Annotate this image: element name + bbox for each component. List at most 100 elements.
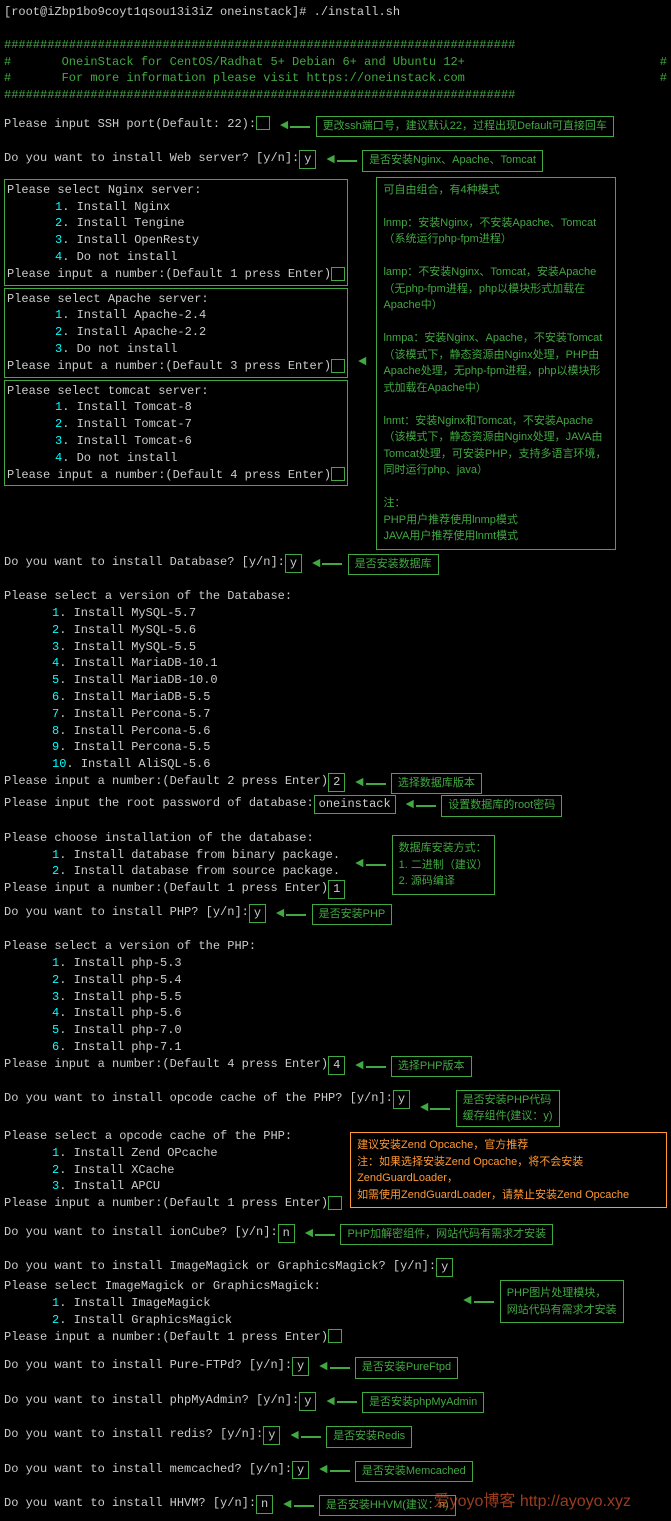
arrow-icon — [326, 151, 334, 171]
imagemagick-prompt: Do you want to install ImageMagick or Gr… — [4, 1258, 436, 1275]
list-item: Install GraphicsMagick — [74, 1313, 232, 1327]
database-version-title: Please select a version of the Database: — [4, 588, 667, 605]
opcode-input-box[interactable] — [328, 1196, 342, 1210]
list-item: Install php-7.1 — [74, 1040, 182, 1054]
memcached-prompt: Do you want to install memcached? [y/n]: — [4, 1461, 292, 1478]
db-pwd-input[interactable]: oneinstack — [314, 795, 396, 814]
pureftpd-input[interactable]: y — [292, 1357, 309, 1376]
ssh-annotation: 更改ssh端口号，建议默认22，过程出现Default可直接回车 — [316, 116, 614, 137]
php-version-title: Please select a version of the PHP: — [4, 938, 667, 955]
php-annotation: 是否安装PHP — [312, 904, 393, 925]
phpmyadmin-prompt: Do you want to install phpMyAdmin? [y/n]… — [4, 1392, 299, 1409]
nginx-input[interactable] — [331, 267, 345, 281]
list-item: Install Tomcat-8 — [77, 400, 192, 414]
arrow-icon — [283, 1496, 291, 1516]
arrow-icon — [420, 1099, 428, 1119]
nginx-title: Please select Nginx server: — [7, 182, 345, 199]
header-border-bottom: ########################################… — [4, 87, 667, 104]
list-item: Install OpenResty — [77, 233, 199, 247]
arrow-icon — [319, 1461, 327, 1481]
php-num-prompt: Please input a number:(Default 4 press E… — [4, 1056, 328, 1073]
list-item: Install Tomcat-7 — [77, 417, 192, 431]
ssh-input[interactable] — [256, 116, 270, 130]
db-choose-prompt: Please input a number:(Default 1 press E… — [4, 880, 328, 897]
list-item: Install Apache-2.2 — [77, 325, 207, 339]
db-pwd-annotation: 设置数据库的root密码 — [441, 795, 562, 816]
arrow-icon — [319, 1358, 327, 1378]
database-input[interactable]: y — [285, 554, 302, 573]
list-item: Install database from source package. — [74, 864, 340, 878]
nginx-section: Please select Nginx server: 1. Install N… — [4, 179, 348, 286]
ioncube-input[interactable]: n — [278, 1224, 295, 1243]
redis-annotation: 是否安装Redis — [326, 1426, 412, 1447]
list-item: Do not install — [77, 342, 178, 356]
php-input[interactable]: y — [249, 904, 266, 923]
db-num-input[interactable]: 2 — [328, 773, 345, 792]
phpmyadmin-input[interactable]: y — [299, 1392, 316, 1411]
list-item: Install MySQL-5.7 — [74, 606, 196, 620]
tomcat-input-prompt: Please input a number:(Default 4 press E… — [7, 468, 331, 482]
list-item: Install MySQL-5.6 — [74, 623, 196, 637]
arrow-icon — [463, 1292, 471, 1312]
opcode-input[interactable]: y — [393, 1090, 410, 1109]
ioncube-prompt: Do you want to install ionCube? [y/n]: — [4, 1224, 278, 1241]
arrow-icon — [358, 353, 366, 373]
list-item: Install database from binary package. — [74, 848, 340, 862]
list-item: Install Apache-2.4 — [77, 308, 207, 322]
list-item: Install Tengine — [77, 216, 185, 230]
hhvm-annotation: 是否安装HHVM(建议：n) — [319, 1495, 456, 1516]
arrow-icon — [326, 1393, 334, 1413]
arrow-icon — [276, 905, 284, 925]
ioncube-annotation: PHP加解密组件，网站代码有需求才安装 — [340, 1224, 553, 1245]
arrow-icon — [305, 1225, 313, 1245]
arrow-icon — [355, 1057, 363, 1077]
db-choose-annotation: 数据库安装方式： 1. 二进制（建议） 2. 源码编译 — [392, 835, 495, 895]
shell-prompt: [root@iZbp1bo9coyt1qsou13i3iZ oneinstack… — [4, 4, 667, 21]
db-num-prompt: Please input a number:(Default 2 press E… — [4, 773, 328, 790]
hhvm-input[interactable]: n — [256, 1495, 273, 1514]
header-line-1: # OneinStack for CentOS/Radhat 5+ Debian… — [4, 54, 667, 71]
apache-input[interactable] — [331, 359, 345, 373]
list-item: Install Zend OPcache — [74, 1146, 218, 1160]
pureftpd-prompt: Do you want to install Pure-FTPd? [y/n]: — [4, 1357, 292, 1374]
memcached-input[interactable]: y — [292, 1461, 309, 1480]
list-item: Install MariaDB-10.0 — [74, 673, 218, 687]
tomcat-input[interactable] — [331, 467, 345, 481]
redis-input[interactable]: y — [263, 1426, 280, 1445]
webserver-prompt: Do you want to install Web server? [y/n]… — [4, 150, 299, 167]
list-item: Install php-5.5 — [74, 990, 182, 1004]
php-num-input[interactable]: 4 — [328, 1056, 345, 1075]
apache-section: Please select Apache server: 1. Install … — [4, 288, 348, 378]
list-item: Install php-5.3 — [74, 956, 182, 970]
header-line-2: # For more information please visit http… — [4, 70, 667, 87]
list-item: Install php-7.0 — [74, 1023, 182, 1037]
db-choose-input[interactable]: 1 — [328, 880, 345, 899]
apache-input-prompt: Please input a number:(Default 3 press E… — [7, 359, 331, 373]
list-item: Install Tomcat-6 — [77, 434, 192, 448]
arrow-icon — [280, 117, 288, 137]
list-item: Do not install — [77, 250, 178, 264]
db-num-annotation: 选择数据库版本 — [391, 773, 482, 794]
arrow-icon — [355, 855, 363, 875]
phpmyadmin-annotation: 是否安装phpMyAdmin — [362, 1392, 484, 1413]
tomcat-section: Please select tomcat server: 1. Install … — [4, 380, 348, 487]
arrow-icon — [406, 796, 414, 816]
opcode-annotation: 是否安装PHP代码缓存组件(建议：y) — [456, 1090, 560, 1127]
list-item: Install MariaDB-10.1 — [74, 656, 218, 670]
apache-title: Please select Apache server: — [7, 291, 345, 308]
list-item: Install Percona-5.6 — [74, 724, 211, 738]
database-annotation: 是否安装数据库 — [348, 554, 439, 575]
imagemagick-input[interactable]: y — [436, 1258, 453, 1277]
db-choose-title: Please choose installation of the databa… — [4, 830, 345, 847]
opcode-warning-annotation: 建议安装Zend Opcache，官方推荐 注：如果选择安装Zend Opcac… — [350, 1132, 667, 1208]
imagemagick-annotation: PHP图片处理模块， 网站代码有需求才安装 — [500, 1280, 624, 1323]
arrow-icon — [355, 774, 363, 794]
opcode-prompt: Do you want to install opcode cache of t… — [4, 1090, 393, 1107]
imagemagick-select-title: Please select ImageMagick or GraphicsMag… — [4, 1278, 453, 1295]
list-item: Install php-5.6 — [74, 1006, 182, 1020]
ssh-prompt: Please input SSH port(Default: 22): — [4, 116, 256, 133]
imagemagick-num-input[interactable] — [328, 1329, 342, 1343]
opcode-input-prompt: Please input a number:(Default 1 press E… — [4, 1196, 328, 1210]
list-item: Do not install — [77, 451, 178, 465]
webserver-input[interactable]: y — [299, 150, 316, 169]
